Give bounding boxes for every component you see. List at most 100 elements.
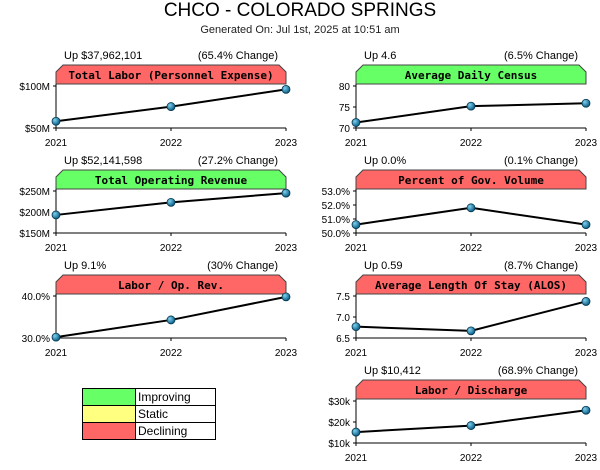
data-point (281, 84, 291, 94)
y-tick-label: 40.0% (22, 292, 50, 303)
legend-label: Declining (135, 422, 216, 440)
y-tick-label: 53.0% (322, 187, 350, 198)
y-tick-label: 80 (339, 82, 351, 93)
y-tick-label: 30.0% (22, 334, 50, 345)
y-tick-label: 70 (339, 124, 351, 135)
x-tick-label: 2022 (160, 243, 183, 254)
chart-title: Average Daily Census (405, 69, 537, 82)
legend: Improving Static Declining (82, 388, 216, 440)
data-point (581, 98, 591, 108)
x-tick-label: 2022 (460, 453, 483, 464)
data-point (166, 315, 176, 325)
summary-text: Up $10,412 (364, 365, 421, 377)
data-point (166, 197, 176, 207)
legend-label: Static (135, 405, 216, 423)
y-tick-label: $50M (25, 124, 50, 135)
y-tick-label: $30k (328, 397, 351, 408)
kpi-chart: Up $37,962,101 (65.4% Change) Total Labor … (19, 50, 297, 149)
x-tick-label: 2021 (45, 138, 68, 149)
legend-row-static: Static (82, 405, 216, 423)
y-tick-label: $150M (19, 229, 50, 240)
summary-text: Up $52,141,598 (64, 155, 142, 167)
summary-text: Up $37,962,101 (64, 50, 142, 62)
x-tick-label: 2022 (460, 243, 483, 254)
status-banner (55, 64, 287, 85)
legend-row-declining: Declining (82, 422, 216, 440)
x-tick-label: 2023 (275, 138, 298, 149)
y-tick-label: $100M (19, 82, 50, 93)
x-tick-label: 2021 (345, 138, 368, 149)
kpi-chart: Up $52,141,598 (27.2% Change) Total Operat… (19, 155, 297, 254)
chart-title: Labor / Op. Rev. (118, 279, 224, 292)
status-banner (355, 274, 587, 295)
change-text: (68.9% Change) (498, 365, 578, 377)
change-text: (27.2% Change) (198, 155, 278, 167)
x-tick-label: 2023 (275, 348, 298, 359)
legend-swatch-declining (82, 422, 136, 440)
x-tick-label: 2022 (160, 348, 183, 359)
data-point (351, 322, 361, 332)
status-banner (355, 379, 587, 400)
summary-text: Up 9.1% (64, 260, 106, 272)
x-tick-label: 2023 (275, 243, 298, 254)
y-tick-label: 6.5 (336, 334, 350, 345)
y-tick-label: 7.0 (336, 313, 350, 324)
data-point (351, 118, 361, 127)
status-banner (355, 169, 587, 190)
x-tick-label: 2023 (575, 243, 598, 254)
data-point (581, 405, 591, 415)
x-tick-label: 2021 (345, 348, 368, 359)
x-tick-label: 2023 (575, 138, 598, 149)
y-tick-label: 7.5 (336, 292, 350, 303)
page-title: CHCO - COLORADO SPRINGS (163, 0, 437, 21)
data-point (281, 188, 291, 198)
data-point (51, 210, 61, 220)
chart-title: Average Length Of Stay (ALOS) (375, 279, 567, 292)
change-text: (6.5% Change) (504, 50, 578, 62)
kpi-chart: Up 0.59 (8.7% Change) Average Length Of St… (336, 260, 597, 359)
y-tick-label: $10k (328, 439, 351, 450)
summary-text: Up 0.0% (364, 155, 406, 167)
x-tick-label: 2021 (345, 453, 368, 464)
series-line (355, 300, 587, 332)
data-point (581, 220, 591, 230)
y-tick-label: 75 (339, 103, 351, 114)
kpi-chart: Up $10,412 (68.9% Change) Labor / Discharg… (328, 365, 597, 464)
y-tick-label: $250M (19, 187, 50, 198)
x-tick-label: 2021 (45, 243, 68, 254)
data-point (466, 326, 476, 336)
change-text: (0.1% Change) (504, 155, 578, 167)
status-banner (355, 64, 587, 85)
chart-title: Percent of Gov. Volume (398, 174, 544, 187)
data-point (281, 292, 291, 302)
legend-row-improving: Improving (82, 388, 216, 406)
summary-text: Up 4.6 (364, 50, 396, 62)
change-text: (65.4% Change) (198, 50, 278, 62)
data-point (51, 332, 61, 342)
x-tick-label: 2023 (575, 453, 598, 464)
y-tick-label: 52.0% (322, 201, 350, 212)
legend-swatch-improving (82, 388, 136, 406)
change-text: (30% Change) (207, 260, 278, 272)
chart-title: Total Operating Revenue (95, 174, 248, 187)
kpi-chart: Up 4.6 (6.5% Change) Average Daily Census 7… (339, 50, 598, 149)
y-tick-label: $20k (328, 418, 351, 429)
data-point (351, 220, 361, 230)
chart-title: Labor / Discharge (415, 384, 528, 397)
data-point (166, 102, 176, 111)
y-tick-label: $200M (19, 208, 50, 219)
legend-label: Improving (135, 388, 216, 406)
x-tick-label: 2022 (460, 138, 483, 149)
kpi-chart: Up 0.0% (0.1% Change) Percent of Gov. Volu… (322, 155, 598, 254)
generated-timestamp: Generated On: Jul 1st, 2025 at 10:51 am (200, 24, 400, 36)
legend-swatch-static (82, 405, 136, 423)
data-point (581, 297, 591, 306)
x-tick-label: 2022 (460, 348, 483, 359)
x-tick-label: 2022 (160, 138, 183, 149)
x-tick-label: 2021 (345, 243, 368, 254)
data-point (51, 116, 61, 126)
change-text: (8.7% Change) (504, 260, 578, 272)
data-point (466, 421, 476, 430)
